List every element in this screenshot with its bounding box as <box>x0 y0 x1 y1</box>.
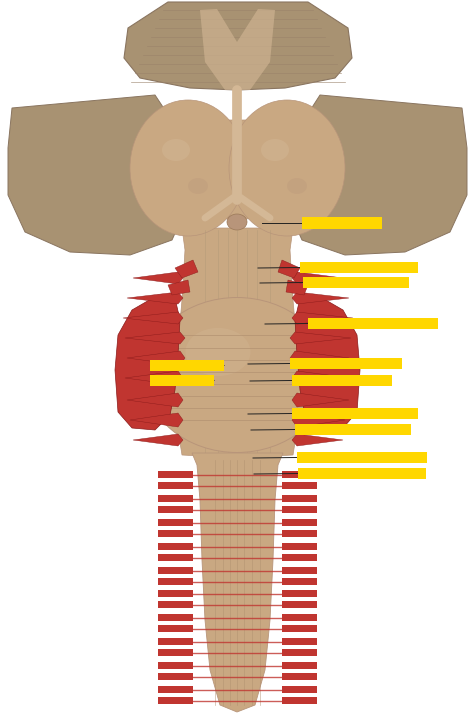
Bar <box>150 360 224 371</box>
Polygon shape <box>286 280 308 295</box>
Polygon shape <box>127 292 183 304</box>
Polygon shape <box>133 434 183 446</box>
Bar <box>158 614 193 622</box>
Polygon shape <box>192 453 283 712</box>
Ellipse shape <box>162 139 190 161</box>
Bar <box>297 452 427 463</box>
Polygon shape <box>125 332 185 344</box>
Bar <box>295 424 411 435</box>
Bar <box>158 567 193 574</box>
Polygon shape <box>292 434 343 446</box>
Polygon shape <box>123 312 183 324</box>
Ellipse shape <box>287 178 307 194</box>
Polygon shape <box>130 413 183 427</box>
Polygon shape <box>292 292 349 304</box>
Bar <box>158 482 193 489</box>
Polygon shape <box>124 2 352 90</box>
Bar <box>282 686 317 693</box>
Polygon shape <box>292 272 343 284</box>
Bar <box>158 506 193 513</box>
Bar <box>298 468 426 479</box>
Polygon shape <box>278 260 300 278</box>
Ellipse shape <box>130 100 246 236</box>
Bar <box>282 578 317 585</box>
Polygon shape <box>133 272 183 284</box>
Bar <box>158 471 193 478</box>
Polygon shape <box>127 393 183 407</box>
Polygon shape <box>175 260 198 278</box>
Bar <box>158 601 193 609</box>
Polygon shape <box>292 413 345 427</box>
Bar <box>302 217 382 229</box>
Bar <box>158 697 193 704</box>
Bar <box>292 375 392 386</box>
Polygon shape <box>115 295 180 430</box>
Bar <box>158 673 193 680</box>
Bar <box>282 601 317 609</box>
Polygon shape <box>8 95 192 255</box>
Bar <box>158 649 193 656</box>
Bar <box>158 543 193 549</box>
Polygon shape <box>295 295 360 430</box>
Bar <box>158 625 193 632</box>
Bar <box>282 590 317 598</box>
Bar <box>308 318 438 329</box>
Bar <box>158 590 193 598</box>
Ellipse shape <box>261 139 289 161</box>
Bar <box>282 506 317 513</box>
Bar <box>158 554 193 561</box>
Bar <box>282 662 317 669</box>
Bar <box>282 638 317 645</box>
Bar <box>300 262 418 273</box>
Bar <box>158 519 193 526</box>
Bar <box>282 471 317 478</box>
Ellipse shape <box>185 328 250 376</box>
Bar <box>282 530 317 536</box>
Bar <box>282 554 317 561</box>
Bar <box>158 638 193 645</box>
Bar <box>150 375 214 386</box>
Polygon shape <box>170 120 305 220</box>
Bar <box>158 578 193 585</box>
Polygon shape <box>200 9 237 90</box>
Bar <box>292 408 418 419</box>
Polygon shape <box>168 280 190 295</box>
Bar <box>282 543 317 549</box>
Polygon shape <box>282 95 467 255</box>
Polygon shape <box>292 312 353 324</box>
Polygon shape <box>127 351 185 365</box>
Bar <box>290 358 402 369</box>
Polygon shape <box>292 371 351 385</box>
Bar <box>158 662 193 669</box>
Bar <box>282 614 317 622</box>
Polygon shape <box>292 393 349 407</box>
Polygon shape <box>125 371 183 385</box>
Ellipse shape <box>229 100 345 236</box>
Bar <box>158 495 193 502</box>
Bar <box>303 277 409 288</box>
Bar <box>158 686 193 693</box>
Bar <box>282 495 317 502</box>
Bar <box>282 649 317 656</box>
Polygon shape <box>290 332 351 344</box>
Bar <box>282 519 317 526</box>
Bar <box>282 697 317 704</box>
Bar <box>158 530 193 536</box>
Ellipse shape <box>188 178 208 194</box>
Ellipse shape <box>227 214 247 230</box>
Polygon shape <box>290 351 349 365</box>
Bar <box>282 673 317 680</box>
Bar <box>282 482 317 489</box>
Ellipse shape <box>145 298 329 453</box>
Polygon shape <box>237 9 275 90</box>
Polygon shape <box>175 228 300 458</box>
Bar <box>282 625 317 632</box>
Bar <box>282 567 317 574</box>
